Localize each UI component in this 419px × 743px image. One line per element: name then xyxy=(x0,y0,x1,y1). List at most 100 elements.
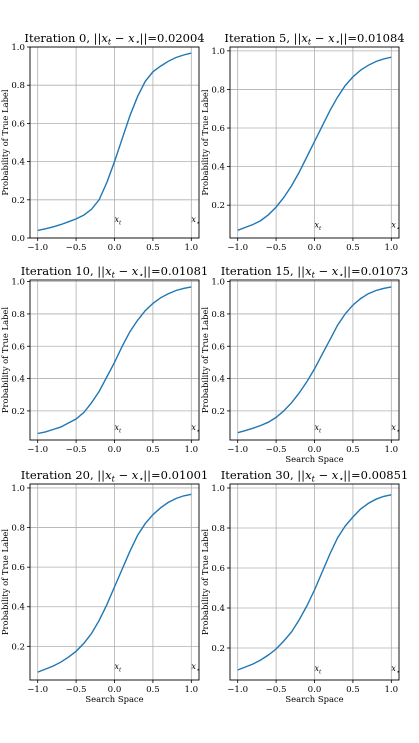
x-tick-label: 0.5 xyxy=(346,445,360,455)
probability-curve xyxy=(237,286,392,434)
x-tick-label: −1.0 xyxy=(227,685,248,695)
x-tick-label: −1.0 xyxy=(227,243,248,253)
annotation-x-star: x⋆​ xyxy=(391,220,400,232)
y-tick-label: 0.8 xyxy=(211,524,225,534)
annotation-x-t: xt​ xyxy=(315,664,323,676)
y-tick-label: 1.0 xyxy=(211,47,225,57)
y-tick-label: 1.0 xyxy=(11,484,25,494)
chart-title: Iteration 0, ||xt​ − x⋆​||=0.02004 xyxy=(24,31,204,47)
y-tick-label: 1.0 xyxy=(211,278,225,288)
x-tick-label: −1.0 xyxy=(27,685,48,695)
y-tick-label: 1.0 xyxy=(211,484,225,494)
probability-curve xyxy=(37,52,192,232)
x-tick-label: 0.0 xyxy=(308,243,322,253)
x-tick-label: 0.5 xyxy=(346,685,360,695)
x-tick-label: −1.0 xyxy=(27,445,48,455)
y-tick-label: 0.8 xyxy=(11,524,25,534)
y-tick-label: 0.2 xyxy=(211,201,225,211)
chart-title: Iteration 10, ||xt​ − x⋆​||=0.01081 xyxy=(21,264,209,280)
annotation-x-star: x⋆​ xyxy=(391,423,400,435)
y-tick-label: 1.0 xyxy=(11,278,25,288)
annotation-x-star: x⋆​ xyxy=(191,215,200,227)
probability-curve xyxy=(237,56,392,231)
y-tick-label: 0.6 xyxy=(11,563,25,573)
x-tick-label: −0.5 xyxy=(66,243,87,253)
y-tick-label: 0.8 xyxy=(211,310,225,320)
chart-panel-4: −1.0 −0.5 0.0 0.5 1.00.20.40.60.81.0Iteratio… xyxy=(200,264,408,464)
probability-curve xyxy=(37,493,192,673)
x-tick-label: −0.5 xyxy=(266,445,287,455)
annotation-x-t: xt​ xyxy=(115,215,123,227)
probability-curve xyxy=(37,286,192,435)
x-tick-label: −1.0 xyxy=(227,445,248,455)
chart-title: Iteration 20, ||xt​ − x⋆​||=0.01001 xyxy=(21,468,209,484)
y-tick-label: 0.8 xyxy=(211,85,225,95)
x-tick-label: 0.0 xyxy=(108,243,122,253)
chart-panel-6: −1.0 −0.5 0.0 0.5 1.00.20.40.60.81.0Iteratio… xyxy=(200,468,408,704)
chart-panel-2: −1.0 −0.5 0.0 0.5 1.00.20.40.60.81.0Iteratio… xyxy=(200,31,405,253)
annotation-x-t: xt​ xyxy=(115,423,123,435)
y-tick-label: 0.6 xyxy=(11,342,25,352)
y-tick-label: 0.2 xyxy=(211,407,225,417)
y-axis-label: Probability of True Label xyxy=(200,89,210,195)
y-tick-label: 1.0 xyxy=(11,43,25,53)
chart-title: Iteration 5, ||xt​ − x⋆​||=0.01084 xyxy=(224,31,404,47)
x-tick-label: 0.0 xyxy=(108,685,122,695)
y-tick-label: 0.6 xyxy=(211,342,225,352)
annotation-x-star: x⋆​ xyxy=(191,662,200,674)
x-tick-label: 0.5 xyxy=(146,685,160,695)
chart-title: Iteration 15, ||xt​ − x⋆​||=0.01073 xyxy=(221,264,409,280)
chart-title: Iteration 30, ||xt​ − x⋆​||=0.00851 xyxy=(221,468,409,484)
y-tick-label: 0.2 xyxy=(11,407,25,417)
x-tick-label: −0.5 xyxy=(266,243,287,253)
y-tick-label: 0.8 xyxy=(11,310,25,320)
x-tick-label: 1.0 xyxy=(384,685,398,695)
y-tick-label: 0.6 xyxy=(211,564,225,574)
annotation-x-star: x⋆​ xyxy=(391,664,400,676)
annotation-x-t: xt​ xyxy=(315,220,323,232)
y-axis-label: Probability of True Label xyxy=(0,529,10,635)
x-tick-label: 0.0 xyxy=(308,685,322,695)
x-tick-label: 0.5 xyxy=(146,243,160,253)
y-axis-label: Probability of True Label xyxy=(0,307,10,413)
y-tick-label: 0.4 xyxy=(11,603,25,613)
y-tick-label: 0.4 xyxy=(11,158,25,168)
y-tick-label: 0.8 xyxy=(11,81,25,91)
x-tick-label: 1.0 xyxy=(184,685,198,695)
x-tick-label: 0.0 xyxy=(308,445,322,455)
y-tick-label: 0.4 xyxy=(11,375,25,385)
x-tick-label: 0.5 xyxy=(346,243,360,253)
x-axis-label: Search Space xyxy=(85,694,143,704)
y-tick-label: 0.4 xyxy=(211,604,225,614)
x-tick-label: 1.0 xyxy=(384,445,398,455)
y-tick-label: 0.2 xyxy=(211,644,225,654)
probability-curve xyxy=(237,494,392,671)
y-tick-label: 0.4 xyxy=(211,163,225,173)
y-tick-label: 0.0 xyxy=(11,234,25,244)
y-tick-label: 0.6 xyxy=(211,124,225,134)
y-tick-label: 0.4 xyxy=(211,375,225,385)
x-axis-label: Search Space xyxy=(285,694,343,704)
annotation-x-star: x⋆​ xyxy=(191,423,200,435)
annotation-x-t: xt​ xyxy=(315,423,323,435)
x-tick-label: 1.0 xyxy=(184,243,198,253)
x-tick-label: 1.0 xyxy=(384,243,398,253)
x-tick-label: 1.0 xyxy=(184,445,198,455)
y-tick-label: 0.6 xyxy=(11,119,25,129)
annotation-x-t: xt​ xyxy=(115,662,123,674)
chart-panel-5: −1.0 −0.5 0.0 0.5 1.00.20.40.60.81.0Iteratio… xyxy=(0,468,208,704)
x-tick-label: −0.5 xyxy=(66,685,87,695)
x-tick-label: −1.0 xyxy=(27,243,48,253)
x-axis-label: Search Space xyxy=(285,454,343,464)
y-axis-label: Probability of True Label xyxy=(0,89,10,195)
chart-panel-1: −1.0 −0.5 0.0 0.5 1.00.00.20.40.60.81.0Itera… xyxy=(0,31,205,253)
y-tick-label: 0.2 xyxy=(11,196,25,206)
y-axis-label: Probability of True Label xyxy=(200,529,210,635)
y-axis-label: Probability of True Label xyxy=(200,307,210,413)
x-tick-label: 0.5 xyxy=(146,445,160,455)
x-tick-label: 0.0 xyxy=(108,445,122,455)
y-tick-label: 0.2 xyxy=(11,642,25,652)
chart-panel-3: −1.0 −0.5 0.0 0.5 1.00.20.40.60.81.0Iteratio… xyxy=(0,264,208,455)
x-tick-label: −0.5 xyxy=(266,685,287,695)
